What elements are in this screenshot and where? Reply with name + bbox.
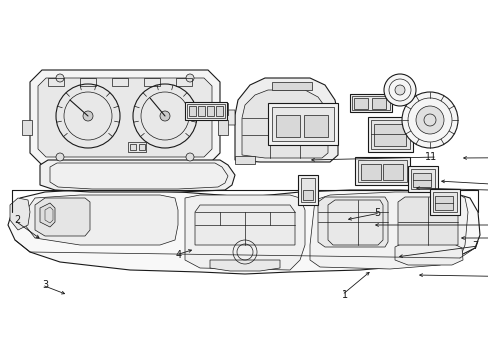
Circle shape <box>185 153 194 161</box>
Circle shape <box>160 111 170 121</box>
Bar <box>128 142 146 152</box>
Polygon shape <box>394 242 462 265</box>
Text: 3: 3 <box>42 280 48 290</box>
Bar <box>407 166 437 192</box>
Bar <box>216 106 223 116</box>
Bar <box>349 94 391 112</box>
Bar <box>143 78 160 86</box>
Polygon shape <box>8 190 479 274</box>
Bar <box>48 78 64 86</box>
Bar <box>357 160 406 182</box>
Bar <box>198 106 204 116</box>
Bar <box>22 120 32 135</box>
Bar <box>412 173 430 187</box>
Bar <box>189 106 196 116</box>
Bar <box>301 178 314 202</box>
Bar <box>354 157 409 185</box>
Bar <box>434 196 452 210</box>
Polygon shape <box>235 78 337 162</box>
Polygon shape <box>309 192 467 269</box>
Polygon shape <box>40 160 235 192</box>
Circle shape <box>415 106 443 134</box>
Text: 4: 4 <box>176 250 182 260</box>
Bar <box>176 78 192 86</box>
Circle shape <box>56 74 64 82</box>
Bar <box>353 98 367 109</box>
Bar <box>373 124 405 146</box>
Polygon shape <box>209 260 280 271</box>
Bar <box>360 164 380 180</box>
Circle shape <box>56 153 64 161</box>
Polygon shape <box>242 90 327 158</box>
Bar <box>112 78 128 86</box>
Bar <box>271 82 311 90</box>
Bar <box>139 144 145 150</box>
Bar <box>297 175 317 205</box>
Circle shape <box>401 92 457 148</box>
Circle shape <box>83 111 93 121</box>
Polygon shape <box>225 110 235 125</box>
Polygon shape <box>30 70 220 165</box>
Polygon shape <box>195 205 294 245</box>
Polygon shape <box>10 198 30 230</box>
Text: 1: 1 <box>341 290 347 300</box>
Bar <box>235 156 254 164</box>
Polygon shape <box>25 195 178 245</box>
Polygon shape <box>40 203 55 227</box>
Bar <box>206 106 214 116</box>
Polygon shape <box>397 197 457 245</box>
Text: 2: 2 <box>14 215 20 225</box>
Circle shape <box>185 74 194 82</box>
Bar <box>351 96 389 110</box>
Bar <box>271 107 333 141</box>
Polygon shape <box>184 195 305 270</box>
Bar <box>370 120 409 149</box>
Bar <box>275 115 299 137</box>
Bar <box>80 78 96 86</box>
Circle shape <box>394 85 404 95</box>
Text: 7: 7 <box>471 241 477 251</box>
Bar <box>267 103 337 145</box>
Polygon shape <box>35 198 90 236</box>
Text: 5: 5 <box>373 208 379 218</box>
Bar <box>303 190 312 200</box>
Bar <box>186 104 224 118</box>
Circle shape <box>383 74 415 106</box>
Bar <box>371 98 385 109</box>
Polygon shape <box>317 197 387 247</box>
Bar <box>218 120 227 135</box>
Bar <box>184 102 226 120</box>
Bar <box>410 169 434 189</box>
Bar <box>429 189 459 215</box>
Bar <box>218 103 227 115</box>
Bar <box>432 192 456 212</box>
Bar <box>382 164 402 180</box>
Bar <box>304 115 327 137</box>
Bar <box>130 144 136 150</box>
Polygon shape <box>38 78 212 157</box>
Bar <box>367 117 412 152</box>
Text: 11: 11 <box>424 152 436 162</box>
